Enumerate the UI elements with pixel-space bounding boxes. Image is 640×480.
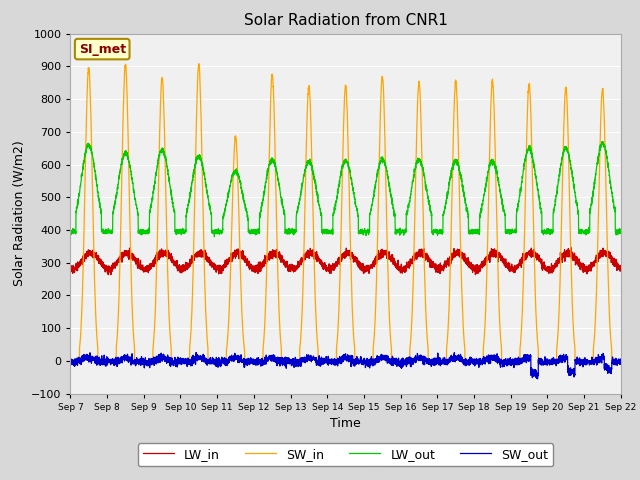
- LW_in: [67, 266, 74, 272]
- LW_out: [599, 139, 607, 144]
- SW_out: [67, 357, 74, 362]
- SW_out: [616, 360, 624, 366]
- SW_out: [500, 359, 508, 364]
- LW_out: [469, 231, 477, 237]
- Legend: LW_in, SW_in, LW_out, SW_out: LW_in, SW_in, LW_out, SW_out: [138, 443, 554, 466]
- SW_in: [616, 358, 624, 364]
- SW_in: [166, 317, 173, 323]
- SW_in: [325, 358, 333, 364]
- SW_out: [469, 360, 477, 366]
- Line: SW_out: SW_out: [70, 353, 621, 379]
- LW_in: [325, 261, 333, 267]
- Text: SI_met: SI_met: [79, 43, 126, 56]
- SW_out: [617, 360, 625, 365]
- LW_out: [166, 176, 173, 182]
- SW_in: [469, 358, 477, 364]
- SW_out: [438, 360, 446, 366]
- LW_in: [469, 266, 477, 272]
- LW_out: [67, 227, 74, 232]
- SW_out: [192, 350, 200, 356]
- SW_in: [500, 358, 508, 364]
- LW_out: [211, 234, 218, 240]
- LW_in: [438, 264, 446, 269]
- LW_out: [438, 228, 446, 234]
- X-axis label: Time: Time: [330, 417, 361, 430]
- SW_in: [438, 358, 446, 364]
- SW_in: [195, 61, 203, 67]
- SW_out: [166, 356, 173, 362]
- LW_out: [325, 228, 333, 233]
- SW_out: [325, 356, 333, 362]
- SW_in: [67, 358, 74, 364]
- Line: SW_in: SW_in: [70, 64, 621, 361]
- Line: LW_out: LW_out: [70, 142, 621, 237]
- Line: LW_in: LW_in: [70, 248, 621, 275]
- LW_in: [616, 268, 624, 274]
- LW_out: [616, 230, 624, 236]
- LW_in: [617, 267, 625, 273]
- SW_in: [617, 358, 625, 364]
- LW_out: [500, 207, 508, 213]
- LW_in: [500, 256, 508, 262]
- LW_in: [567, 245, 575, 251]
- LW_out: [617, 230, 625, 236]
- Y-axis label: Solar Radiation (W/m2): Solar Radiation (W/m2): [12, 141, 26, 287]
- LW_in: [104, 272, 112, 277]
- Title: Solar Radiation from CNR1: Solar Radiation from CNR1: [244, 13, 447, 28]
- SW_out: [534, 376, 541, 382]
- LW_in: [166, 255, 173, 261]
